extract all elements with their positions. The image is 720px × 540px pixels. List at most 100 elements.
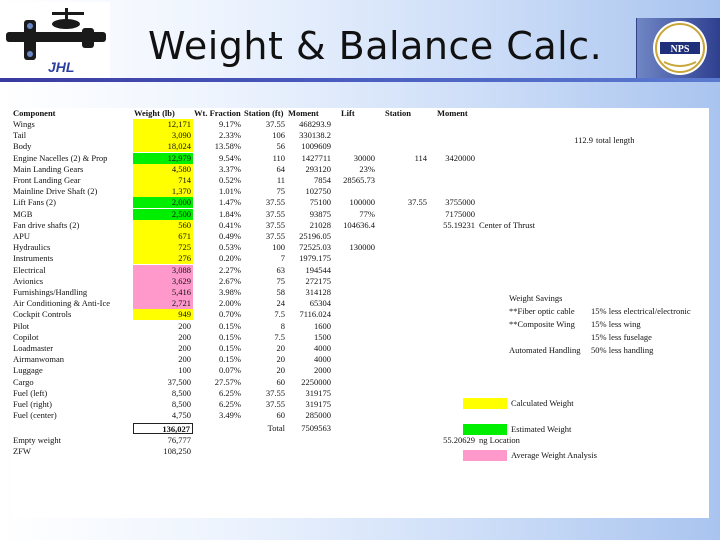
weight-cell: 18,024 [133, 141, 193, 153]
lift-cell: 30000 [353, 152, 375, 163]
moment-cell: 272175 [305, 275, 332, 286]
lift-station-cell: 114 [414, 152, 427, 163]
moment-cell: 468293.9 [299, 119, 331, 129]
table-row: Instruments 276 0.20% 7 1979.175 [11, 253, 709, 265]
component-cell: Engine Nacelles (2) & Prop [13, 152, 108, 163]
table-row: 136,027 Total 7509563 [11, 423, 709, 435]
moment-cell: 7116.024 [299, 309, 331, 320]
table-row: Wings 12,171 9.17% 37.55 468293.9 [11, 119, 709, 130]
weight-cell: 5,416 [133, 287, 193, 298]
fraction-cell: 2.67% [219, 275, 241, 286]
lift-moment-cell [429, 354, 477, 365]
title-underline-bar [0, 78, 720, 82]
component-cell: Wings [13, 119, 35, 129]
weight-cell: 3,090 [133, 130, 193, 142]
savings-value-fiber: 15% less electrical/electronic [591, 306, 691, 316]
weight-cell: 100 [178, 365, 191, 376]
station-cell: 20 [276, 343, 286, 353]
weight-cell: 76,777 [167, 434, 191, 445]
weight-savings-title: Weight Savings [509, 293, 563, 303]
component-cell: Cockpit Controls [13, 309, 72, 320]
lift-cell [333, 435, 377, 446]
weight-cell: 200 [178, 331, 191, 342]
fraction-cell: 0.41% [219, 219, 241, 230]
moment-cell [287, 446, 333, 457]
component-cell: APU [13, 231, 31, 241]
jhl-aircraft-logo-icon: JHL [2, 2, 110, 80]
note-cell [477, 119, 587, 130]
moment-cell: 4000 [314, 354, 331, 365]
moment-cell: 1979.175 [299, 253, 331, 264]
component-cell: Loadmaster [13, 343, 54, 353]
note-cell [477, 209, 587, 220]
station-cell: 63 [276, 264, 286, 275]
weight-cell: 3,088 [133, 264, 193, 276]
weight-cell: 714 [133, 175, 193, 186]
table-row: Fuel (right) 8,500 6.25% 37.55 319175 [11, 399, 709, 410]
weight-cell: 4,750 [171, 410, 191, 421]
station-cell: 20 [276, 354, 286, 365]
moment-cell: 314128 [305, 287, 332, 297]
slide-header: JHL Weight & Balance Calc. NPS [0, 0, 720, 82]
component-cell: Instruments [13, 253, 54, 264]
lift-cell [333, 119, 377, 130]
weight-cell: 136,027 [133, 423, 193, 435]
moment-cell: 1009609 [301, 141, 331, 152]
lift-cell [333, 365, 377, 376]
lift-moment-cell [429, 141, 477, 152]
fraction-cell: 1.84% [219, 208, 241, 219]
lift-station-cell [377, 309, 429, 320]
moment-cell [287, 435, 333, 446]
moment-cell: 72525.03 [299, 242, 331, 253]
weight-cell: 37,500 [167, 376, 191, 387]
note-cell [477, 164, 587, 175]
lift-moment-cell [429, 186, 477, 197]
table-row: Loadmaster 200 0.15% 20 4000 [11, 343, 709, 354]
lift-cell [333, 343, 377, 354]
weight-cell: 671 [133, 231, 193, 242]
savings-value-handling: 50% less handling [591, 345, 654, 355]
fraction-cell: 3.49% [219, 410, 241, 421]
table-row: Fan drive shafts (2) 560 0.41% 37.55 21028 10… [11, 219, 709, 231]
fraction-cell: 0.15% [219, 331, 241, 342]
fraction-cell [193, 423, 243, 434]
lift-moment-cell [429, 332, 477, 343]
column-header-station: Station (ft) [244, 108, 284, 118]
table-row: Pilot 200 0.15% 8 1600 [11, 321, 709, 332]
lift-moment-cell [429, 298, 477, 309]
lift-station-cell [377, 141, 429, 152]
moment-cell: 293120 [305, 163, 332, 174]
lift-moment-cell [429, 287, 477, 298]
lift-cell: 28565.73 [343, 175, 375, 185]
lift-cell: 130000 [349, 242, 376, 253]
table-header-row: Component Weight (lb) Wt. Fraction Stati… [11, 108, 709, 119]
lift-station-cell [377, 399, 429, 410]
table-row: Body 18,024 13.58% 56 1009609 [11, 141, 709, 153]
table-row: ZFW 108,250 [11, 446, 709, 457]
lift-cell: 100000 [349, 197, 376, 208]
note-cell [477, 231, 587, 242]
weight-cell: 2,000 [133, 197, 193, 209]
spreadsheet: Component Weight (lb) Wt. Fraction Stati… [11, 108, 709, 518]
station-cell: 8 [280, 320, 285, 331]
fraction-cell: 0.53% [219, 242, 241, 253]
moment-cell: 1500 [314, 331, 331, 342]
lift-station-cell [377, 410, 429, 421]
lift-cell: 104636.4 [343, 219, 375, 230]
station-cell: 75 [276, 186, 286, 197]
lift-moment-cell: 3755000 [445, 197, 475, 208]
lift-moment-cell [429, 231, 477, 242]
component-cell [13, 423, 133, 434]
total-length-value: 112.9 [574, 135, 593, 145]
lift-cell [333, 388, 377, 399]
station-cell: Total [267, 423, 285, 434]
fraction-cell: 27.57% [214, 376, 241, 387]
table-row: Copilot 200 0.15% 7.5 1500 [11, 332, 709, 343]
component-cell: Body [13, 141, 32, 152]
fraction-cell: 6.25% [219, 399, 241, 409]
note-cell [477, 276, 587, 287]
lift-cell [333, 446, 377, 457]
lift-moment-cell [429, 343, 477, 354]
weight-cell: 8,500 [171, 387, 191, 398]
station-cell: 100 [272, 242, 285, 253]
